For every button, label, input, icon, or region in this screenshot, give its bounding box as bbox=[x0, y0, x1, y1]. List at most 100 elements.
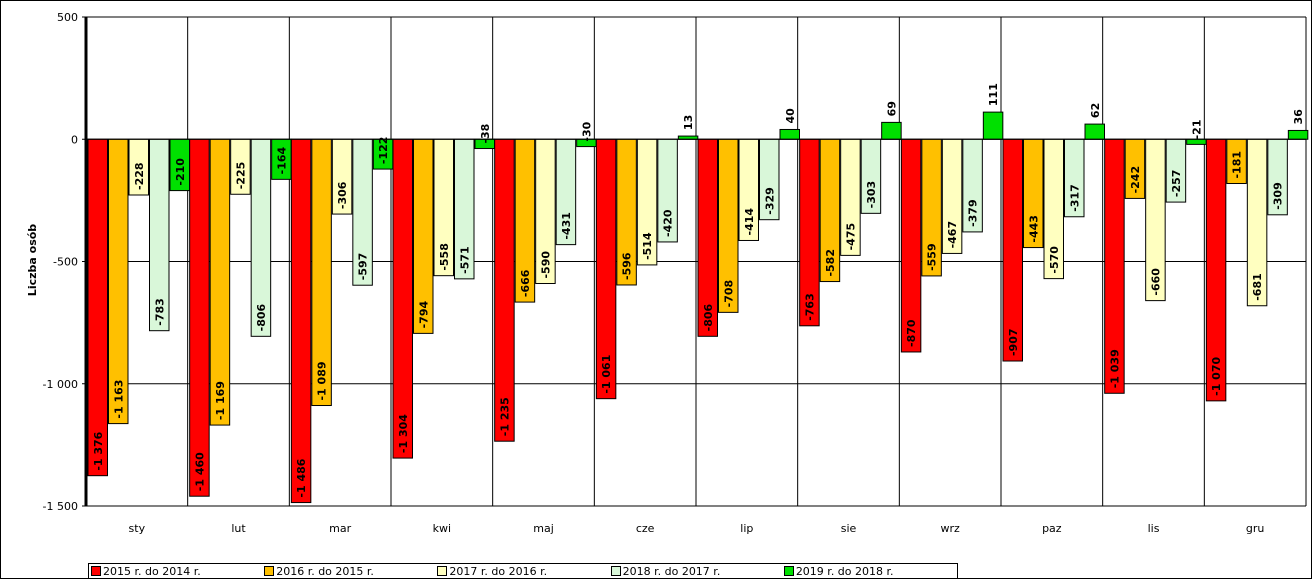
bar bbox=[779, 128, 800, 140]
data-label: 36 bbox=[1292, 109, 1305, 125]
bar bbox=[189, 138, 210, 497]
x-tick-label: lip bbox=[740, 522, 753, 535]
data-label: -242 bbox=[1129, 166, 1142, 194]
legend-item: 2017 r. do 2016 r. bbox=[437, 565, 610, 578]
bar bbox=[1084, 123, 1105, 140]
x-tick-label: maj bbox=[533, 522, 554, 535]
data-label: -38 bbox=[479, 124, 492, 144]
data-label: -420 bbox=[662, 209, 675, 237]
bar bbox=[1287, 129, 1309, 140]
data-label: -443 bbox=[1027, 215, 1040, 243]
legend-item: 2018 r. do 2017 r. bbox=[610, 564, 784, 578]
data-label: 62 bbox=[1089, 103, 1102, 118]
x-tick-label: sty bbox=[129, 522, 146, 535]
data-label: -329 bbox=[763, 187, 776, 215]
data-label: -21 bbox=[1190, 120, 1203, 140]
legend-label: 2019 r. do 2018 r. bbox=[795, 564, 894, 578]
bar bbox=[494, 138, 515, 442]
legend-label: 2015 r. do 2014 r. bbox=[103, 564, 201, 578]
bar bbox=[87, 138, 108, 477]
data-label: -210 bbox=[174, 158, 187, 186]
data-label: -708 bbox=[722, 280, 735, 308]
data-label: -1 235 bbox=[498, 397, 511, 436]
bar bbox=[1002, 138, 1023, 362]
data-label: -870 bbox=[905, 319, 918, 347]
data-label: 40 bbox=[784, 108, 797, 124]
data-label: -225 bbox=[234, 162, 247, 190]
data-label: -558 bbox=[438, 243, 451, 271]
data-label: -666 bbox=[519, 269, 532, 297]
x-tick-label: wrz bbox=[941, 522, 961, 535]
data-label: -1 486 bbox=[295, 458, 308, 497]
data-label: -783 bbox=[153, 298, 166, 326]
legend-label: 2016 r. do 2015 r. bbox=[276, 564, 374, 578]
data-label: -379 bbox=[967, 199, 980, 227]
data-label: -467 bbox=[946, 221, 959, 249]
bar bbox=[881, 121, 902, 140]
bar bbox=[392, 138, 413, 459]
data-label: 111 bbox=[987, 83, 1000, 106]
legend-swatch bbox=[610, 566, 621, 576]
data-label: -431 bbox=[560, 212, 573, 240]
data-label: -1 169 bbox=[214, 381, 227, 420]
data-label: -570 bbox=[1048, 246, 1061, 274]
data-label: 13 bbox=[682, 115, 695, 130]
x-tick-label: paz bbox=[1042, 522, 1062, 535]
data-label: -1 089 bbox=[316, 361, 329, 400]
data-label: -257 bbox=[1170, 170, 1183, 198]
legend-item: 2019 r. do 2018 r. bbox=[783, 564, 957, 578]
data-label: -181 bbox=[1231, 151, 1244, 179]
data-label: -660 bbox=[1149, 268, 1162, 296]
legend-swatch bbox=[264, 566, 275, 576]
data-label: -514 bbox=[641, 232, 654, 260]
y-tick-label: 500 bbox=[57, 11, 78, 24]
data-label: -1 039 bbox=[1108, 349, 1121, 388]
data-label: -1 304 bbox=[397, 414, 410, 453]
x-tick-label: cze bbox=[636, 522, 655, 535]
data-label: -597 bbox=[357, 253, 370, 281]
bars bbox=[87, 111, 1309, 504]
legend-label: 2018 r. do 2017 r. bbox=[622, 564, 721, 578]
data-label: 69 bbox=[885, 101, 898, 116]
data-label: -317 bbox=[1068, 184, 1081, 212]
data-label: -794 bbox=[417, 301, 430, 329]
data-label: -571 bbox=[458, 246, 471, 274]
x-tick-label: mar bbox=[329, 522, 351, 535]
data-label: -582 bbox=[824, 249, 837, 277]
legend-swatch bbox=[91, 566, 101, 576]
data-label: -806 bbox=[255, 303, 268, 331]
y-tick-label: -1 500 bbox=[43, 500, 78, 513]
data-label: -806 bbox=[702, 303, 715, 331]
data-label: -1 460 bbox=[193, 452, 206, 491]
data-label: -590 bbox=[539, 251, 552, 279]
data-label: -309 bbox=[1272, 182, 1285, 210]
data-label: -228 bbox=[133, 162, 146, 190]
axes: 500 0 -500 -1 000 -1 500 sty lut mar kwi maj cze li… bbox=[43, 11, 1306, 535]
x-tick-label: lut bbox=[231, 522, 246, 535]
data-label: -1 163 bbox=[112, 380, 125, 419]
legend: 2015 r. do 2014 r. 2016 r. do 2015 r. 2017… bbox=[88, 563, 958, 579]
x-tick-label: gru bbox=[1246, 522, 1264, 535]
data-label: -596 bbox=[621, 252, 634, 280]
data-labels: -1 376 -1 163 -228 -783 -210 -1 460 -1 169 -225… bbox=[92, 83, 1305, 497]
legend-item: 2016 r. do 2015 r. bbox=[264, 565, 437, 578]
x-tick-label: kwi bbox=[433, 522, 451, 535]
data-label: -907 bbox=[1007, 328, 1020, 356]
y-tick-label: 0 bbox=[71, 133, 78, 146]
legend-label: 2017 r. do 2016 r. bbox=[449, 564, 548, 578]
data-label: -1 376 bbox=[92, 431, 105, 470]
data-label: -1 070 bbox=[1210, 357, 1223, 396]
data-label: -303 bbox=[865, 181, 878, 209]
legend-item: 2015 r. do 2014 r. bbox=[91, 565, 264, 578]
data-label: -681 bbox=[1251, 273, 1264, 301]
data-label: -30 bbox=[580, 121, 593, 141]
y-tick-label: -1 000 bbox=[43, 378, 78, 391]
data-label: -122 bbox=[377, 137, 390, 165]
data-label: -164 bbox=[275, 146, 288, 174]
y-tick-label: -500 bbox=[53, 256, 78, 269]
data-label: -763 bbox=[803, 293, 816, 321]
grid-lines bbox=[86, 16, 1307, 507]
y-axis-title: Liczba osób bbox=[26, 224, 39, 296]
data-label: -306 bbox=[336, 181, 349, 209]
data-label: -475 bbox=[844, 223, 857, 251]
